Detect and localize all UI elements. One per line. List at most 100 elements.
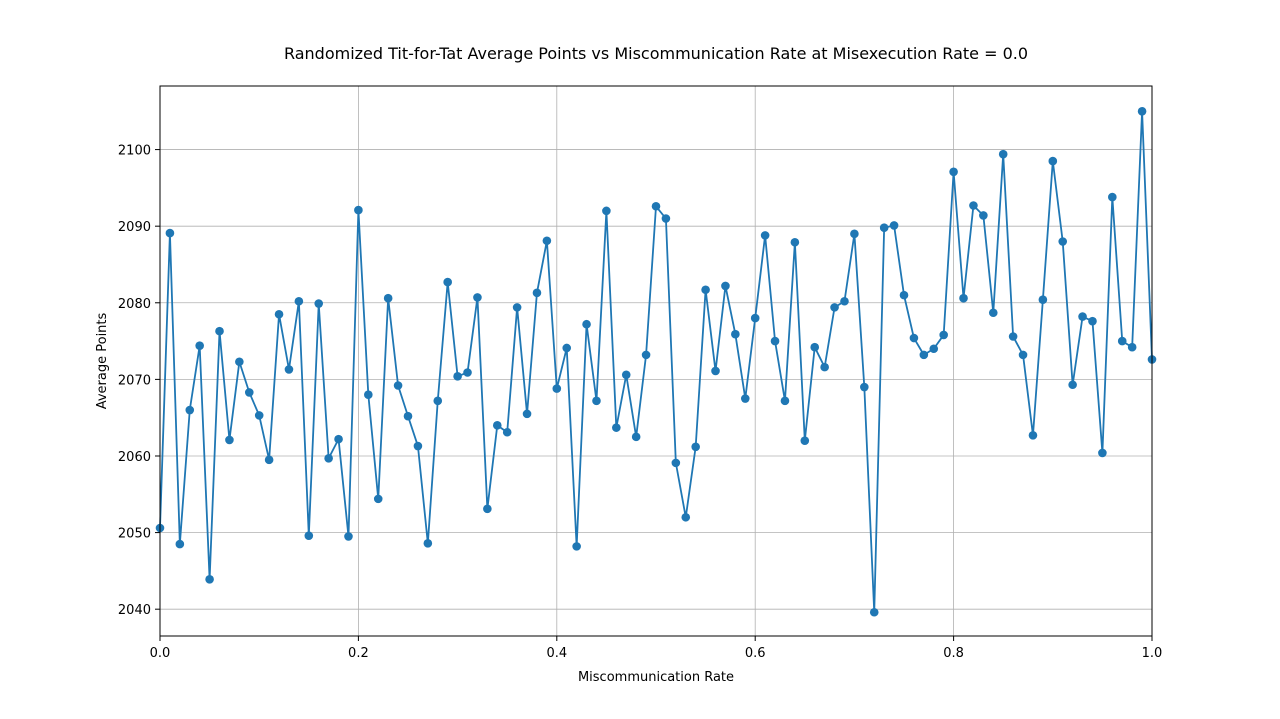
data-point bbox=[235, 357, 244, 367]
data-point bbox=[750, 313, 760, 323]
data-point bbox=[215, 326, 224, 336]
data-point bbox=[423, 539, 433, 548]
data-series bbox=[155, 106, 1157, 617]
data-point bbox=[522, 409, 532, 419]
y-axis-ticks: 2040 2050 2060 2070 2080 2090 2100 bbox=[118, 144, 160, 618]
data-point bbox=[175, 539, 185, 549]
x-tick-label: 0.4 bbox=[546, 646, 567, 661]
data-point bbox=[1038, 295, 1048, 305]
data-point bbox=[403, 411, 413, 421]
data-point bbox=[314, 299, 324, 308]
x-tick-label: 1.0 bbox=[1142, 646, 1163, 661]
data-point bbox=[1018, 350, 1028, 360]
data-point bbox=[1098, 448, 1107, 458]
data-point bbox=[463, 368, 472, 377]
data-point bbox=[483, 504, 492, 514]
data-point bbox=[1008, 332, 1018, 341]
data-point bbox=[988, 308, 998, 318]
data-point bbox=[671, 458, 681, 468]
data-point bbox=[433, 396, 443, 406]
data-point bbox=[393, 381, 403, 390]
data-point bbox=[731, 329, 740, 339]
data-point bbox=[413, 441, 423, 451]
y-tick-label: 2070 bbox=[118, 373, 151, 388]
data-point bbox=[225, 435, 234, 445]
data-point bbox=[1088, 316, 1097, 326]
data-point bbox=[165, 228, 175, 238]
x-axis-label: Miscommunication Rate bbox=[578, 670, 734, 685]
data-point bbox=[721, 281, 730, 291]
data-point bbox=[869, 607, 879, 617]
data-point bbox=[602, 206, 611, 216]
data-point bbox=[1137, 106, 1147, 116]
data-point bbox=[631, 432, 641, 442]
data-point bbox=[800, 436, 810, 445]
y-tick-label: 2080 bbox=[118, 297, 151, 312]
data-point bbox=[572, 542, 581, 551]
data-point bbox=[373, 494, 383, 504]
data-point bbox=[711, 366, 720, 376]
data-point bbox=[860, 382, 869, 392]
data-point bbox=[1028, 431, 1038, 440]
data-point bbox=[205, 575, 214, 584]
chart-title: Randomized Tit-for-Tat Average Points vs… bbox=[284, 44, 1028, 63]
data-point bbox=[830, 303, 839, 312]
data-point bbox=[810, 342, 820, 352]
y-tick-label: 2060 bbox=[118, 450, 151, 465]
data-point bbox=[612, 423, 621, 432]
x-tick-label: 0.2 bbox=[348, 646, 369, 661]
y-tick-label: 2100 bbox=[118, 144, 151, 159]
y-tick-label: 2090 bbox=[118, 220, 151, 235]
x-tick-label: 0.8 bbox=[943, 646, 964, 661]
data-point bbox=[532, 288, 542, 298]
data-point bbox=[691, 442, 700, 452]
data-point bbox=[1117, 336, 1127, 346]
data-point bbox=[1048, 156, 1058, 166]
data-point bbox=[949, 167, 958, 177]
data-point bbox=[254, 411, 264, 420]
x-tick-label: 0.6 bbox=[745, 646, 766, 661]
data-point bbox=[939, 330, 948, 340]
data-point bbox=[264, 455, 274, 465]
data-point bbox=[998, 149, 1008, 159]
data-point bbox=[453, 372, 462, 381]
data-point bbox=[1078, 312, 1087, 321]
data-point bbox=[552, 384, 562, 393]
data-point bbox=[929, 344, 939, 354]
y-tick-label: 2050 bbox=[118, 527, 151, 542]
x-tick-label: 0.0 bbox=[150, 646, 171, 661]
y-tick-label: 2040 bbox=[118, 603, 151, 618]
data-point bbox=[304, 531, 314, 540]
data-point bbox=[492, 421, 502, 430]
data-point bbox=[195, 341, 204, 350]
data-point bbox=[740, 394, 750, 403]
data-point bbox=[344, 532, 353, 541]
data-point bbox=[512, 303, 522, 312]
data-point bbox=[969, 201, 978, 210]
data-point bbox=[909, 333, 919, 343]
data-point bbox=[889, 221, 899, 230]
data-point bbox=[592, 396, 601, 406]
data-point bbox=[780, 396, 790, 406]
data-point bbox=[850, 229, 859, 239]
data-point bbox=[919, 350, 929, 360]
data-point bbox=[443, 277, 452, 287]
data-point bbox=[701, 285, 710, 295]
data-point bbox=[294, 296, 304, 306]
data-point bbox=[840, 296, 849, 306]
data-point bbox=[790, 237, 800, 247]
data-point bbox=[244, 388, 254, 397]
data-point bbox=[1058, 237, 1068, 246]
data-point bbox=[770, 336, 780, 346]
data-point bbox=[582, 319, 591, 329]
data-point bbox=[383, 293, 393, 303]
data-point bbox=[959, 293, 968, 303]
data-point bbox=[820, 362, 829, 372]
data-point bbox=[334, 434, 343, 444]
data-point bbox=[354, 205, 363, 215]
data-point bbox=[562, 343, 572, 353]
y-axis-label: Average Points bbox=[95, 312, 110, 409]
data-point bbox=[641, 350, 651, 360]
